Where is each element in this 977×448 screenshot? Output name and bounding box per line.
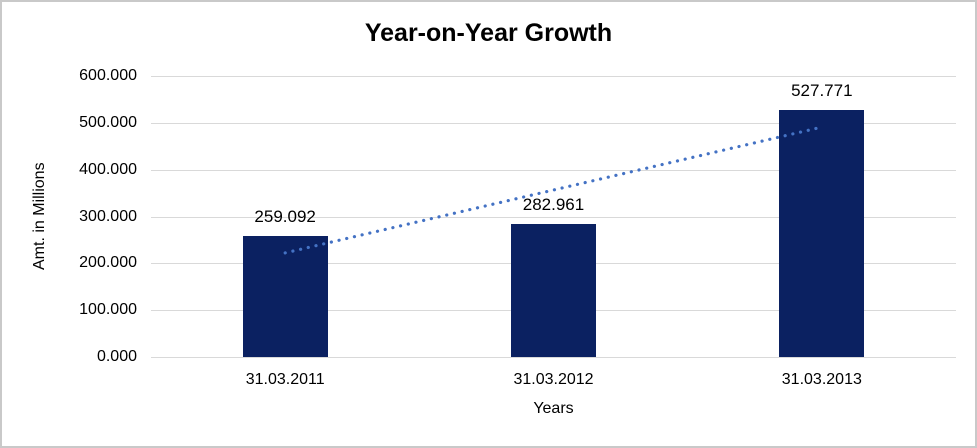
y-tick-label: 600.000 — [79, 67, 137, 84]
gridline — [151, 169, 956, 171]
bar-data-label: 259.092 — [254, 206, 316, 226]
gridline — [151, 357, 956, 358]
bar-data-label: 527.771 — [791, 80, 853, 100]
y-tick-label: 500.000 — [79, 113, 137, 131]
x-tick-label: 31.03.2013 — [781, 371, 862, 388]
bar-31.03.2013 — [779, 109, 865, 357]
plot-area: 259.092 282.961 527.771 — [151, 76, 956, 358]
trendline — [283, 125, 824, 255]
y-tick-label: 400.000 — [79, 160, 137, 178]
y-tick-label: 0.000 — [96, 348, 137, 365]
chart-title: Year-on-Year Growth — [364, 19, 613, 47]
gridline — [151, 216, 956, 218]
y-tick-label: 100.000 — [79, 301, 137, 319]
gridline — [151, 122, 956, 124]
x-tick-label: 31.03.2012 — [513, 371, 594, 388]
x-axis-title: Years — [533, 400, 574, 417]
bar-31.03.2012 — [511, 224, 596, 357]
y-tick-label: 200.000 — [79, 254, 137, 272]
bar-data-label: 282.961 — [522, 195, 585, 215]
gridline — [151, 76, 956, 77]
y-tick-label: 300.000 — [79, 207, 137, 225]
bar-31.03.2011 — [242, 235, 328, 357]
x-tick-label: 31.03.2011 — [245, 371, 325, 388]
